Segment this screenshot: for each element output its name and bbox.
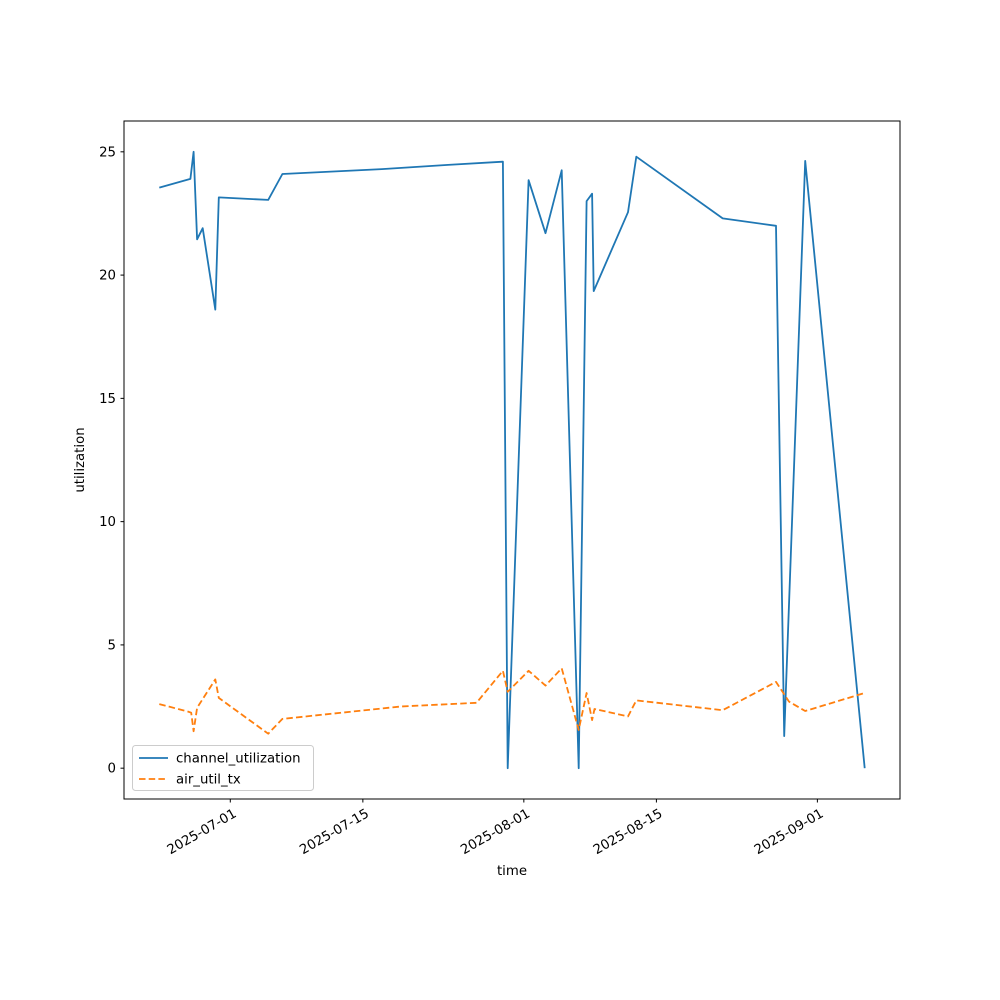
x-axis-label: time — [497, 864, 527, 879]
y-tick-label: 10 — [99, 515, 116, 530]
x-tick-label: 2025-07-15 — [297, 806, 371, 858]
legend-frame — [132, 745, 314, 791]
y-tick-label: 25 — [99, 145, 116, 160]
air-util-tx-legend-label: air_util_tx — [176, 773, 241, 788]
air-util-tx-line — [159, 667, 865, 735]
legend: channel_utilization air_util_tx — [132, 745, 314, 791]
channel-utilization-line — [159, 150, 866, 770]
x-axis: 2025-07-01 2025-07-15 2025-08-01 2025-08-15… — [165, 799, 826, 858]
channel-utilization-legend-label: channel_utilization — [176, 752, 301, 767]
x-tick-label: 2025-08-01 — [458, 806, 532, 858]
y-tick-label: 15 — [99, 392, 116, 407]
y-axis: 0 5 10 15 20 25 — [99, 145, 124, 777]
y-tick-label: 20 — [99, 269, 116, 284]
x-tick-label: 2025-08-15 — [591, 806, 665, 858]
y-tick-label: 0 — [108, 762, 116, 777]
y-tick-label: 5 — [108, 638, 116, 653]
y-axis-label: utilization — [73, 427, 88, 492]
plot-area — [123, 120, 901, 800]
x-tick-label: 2025-09-01 — [752, 806, 826, 858]
x-tick-label: 2025-07-01 — [165, 806, 239, 858]
